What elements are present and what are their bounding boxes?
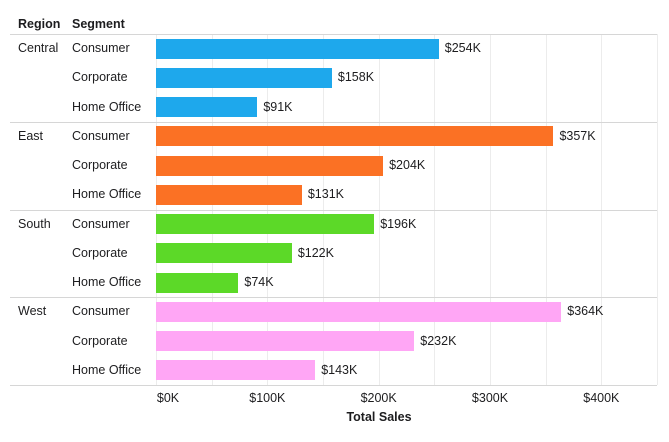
bar-central-corporate[interactable] bbox=[156, 67, 332, 88]
bar-value-label: $74K bbox=[244, 275, 274, 289]
segment-label: Home Office bbox=[72, 362, 142, 377]
segment-label: Consumer bbox=[72, 128, 130, 143]
bar-value-label: $364K bbox=[567, 304, 604, 319]
x-tick-label: $100K bbox=[249, 391, 286, 405]
bar-value-label: $196K bbox=[380, 216, 417, 231]
group-separator bbox=[10, 121, 657, 123]
segment-label: Consumer bbox=[72, 41, 130, 55]
bar-value-label: $131K bbox=[307, 187, 344, 202]
segment-label: Corporate bbox=[72, 70, 128, 85]
bar-value-label: $204K bbox=[389, 158, 426, 172]
region-label: South bbox=[18, 216, 51, 231]
group-separator bbox=[10, 209, 657, 211]
region-label: West bbox=[18, 304, 47, 319]
x-axis-title: Total Sales bbox=[346, 410, 412, 424]
region-label: East bbox=[18, 128, 44, 143]
bar-value-label: $122K bbox=[297, 245, 334, 260]
region-label: Central bbox=[18, 41, 59, 55]
bar-central-home-office[interactable] bbox=[156, 97, 258, 118]
group-separator bbox=[10, 297, 657, 299]
segment-label: Corporate bbox=[72, 245, 128, 260]
x-tick-label: $400K bbox=[583, 391, 620, 405]
segment-label: Corporate bbox=[72, 158, 128, 172]
bar-value-label: $254K bbox=[444, 41, 481, 55]
axis-bottom-line bbox=[10, 385, 657, 386]
segment-label: Consumer bbox=[72, 216, 130, 231]
segment-label: Home Office bbox=[72, 275, 142, 289]
bar-south-home-office[interactable] bbox=[156, 272, 239, 293]
x-tick-label: $0K bbox=[156, 391, 180, 405]
gridline bbox=[657, 34, 658, 385]
bar-south-consumer[interactable] bbox=[156, 214, 375, 235]
bar-value-label: $158K bbox=[337, 70, 375, 85]
x-tick-label: $200K bbox=[360, 391, 397, 405]
segment-label: Home Office bbox=[72, 187, 142, 202]
bar-value-label: $357K bbox=[559, 128, 596, 143]
bar-value-label: $91K bbox=[263, 99, 293, 114]
bar-east-home-office[interactable] bbox=[156, 184, 302, 205]
bar-east-consumer[interactable] bbox=[156, 126, 554, 147]
bar-west-home-office[interactable] bbox=[156, 360, 316, 381]
bar-east-corporate[interactable] bbox=[156, 155, 384, 176]
segment-label: Corporate bbox=[72, 333, 128, 348]
bar-south-corporate[interactable] bbox=[156, 243, 292, 264]
segment-label: Consumer bbox=[72, 304, 130, 319]
bar-value-label: $143K bbox=[321, 362, 358, 377]
bar-central-consumer[interactable] bbox=[156, 38, 439, 59]
segment-label: Home Office bbox=[72, 99, 142, 114]
x-tick-label: $300K bbox=[471, 391, 509, 405]
bar-west-corporate[interactable] bbox=[156, 331, 415, 352]
bar-value-label: $232K bbox=[420, 333, 457, 348]
bar-west-consumer[interactable] bbox=[156, 301, 562, 322]
region-column-header: Region bbox=[18, 17, 61, 31]
segment-column-header: Segment bbox=[72, 17, 125, 31]
group-separator bbox=[10, 34, 657, 35]
